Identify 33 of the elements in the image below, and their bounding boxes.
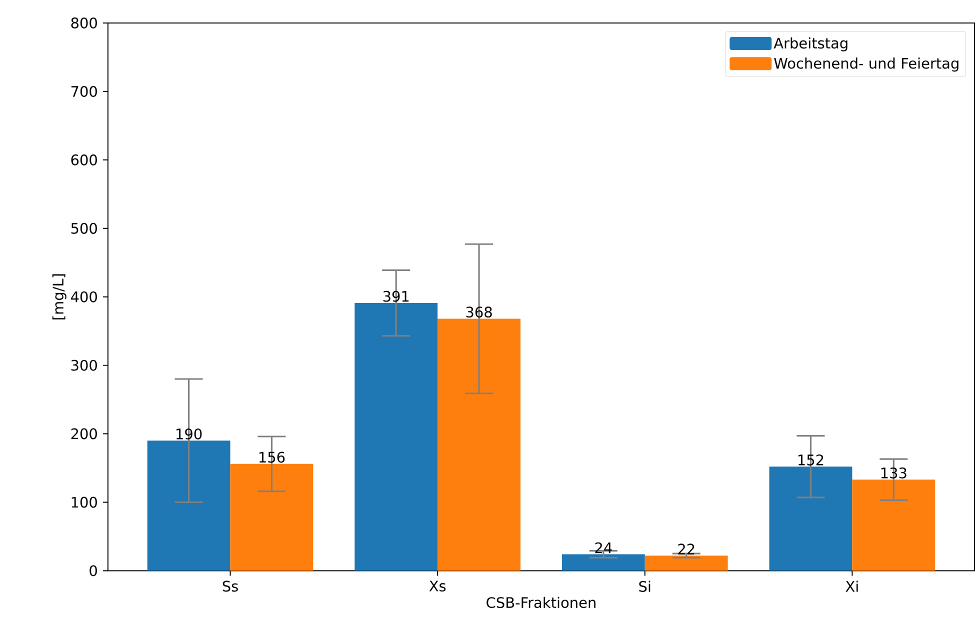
- x-axis-title: CSB-Fraktionen: [486, 596, 596, 608]
- y-tick-label: 400: [70, 292, 97, 302]
- bar: [147, 440, 230, 571]
- data-label: 133: [881, 468, 906, 479]
- bar: [644, 556, 728, 571]
- bar: [769, 466, 852, 571]
- data-label: 152: [798, 454, 824, 466]
- y-tick-label: 0: [90, 565, 97, 576]
- y-tick-label: 300: [71, 360, 97, 371]
- data-label: 190: [176, 428, 202, 440]
- legend-label: Arbeitstag: [774, 38, 848, 52]
- bar: [852, 480, 936, 571]
- data-label: 24: [595, 542, 612, 554]
- y-axis-title: [mg/L]: [52, 274, 66, 320]
- bar: [230, 464, 314, 571]
- y-tick-label: 100: [72, 496, 97, 508]
- y-tick-label: 600: [71, 154, 97, 166]
- bar: [354, 303, 438, 571]
- data-label: 391: [383, 291, 409, 302]
- y-tick-label: 800: [71, 18, 97, 29]
- y-tick-label: 500: [71, 223, 97, 234]
- y-tick-label: 700: [71, 86, 97, 98]
- x-tick-label: Xs: [429, 580, 446, 592]
- x-tick-label: Ss: [222, 580, 238, 592]
- data-label: 368: [466, 306, 492, 318]
- x-tick-label: Xi: [846, 580, 858, 592]
- data-label: 156: [259, 452, 285, 463]
- y-tick-label: 200: [71, 428, 97, 440]
- x-tick-label: Si: [639, 580, 650, 592]
- bar: [438, 318, 520, 571]
- legend-label: Wochenend- und Feiertag: [774, 58, 958, 72]
- data-label: 22: [678, 544, 694, 555]
- bar: [562, 554, 645, 571]
